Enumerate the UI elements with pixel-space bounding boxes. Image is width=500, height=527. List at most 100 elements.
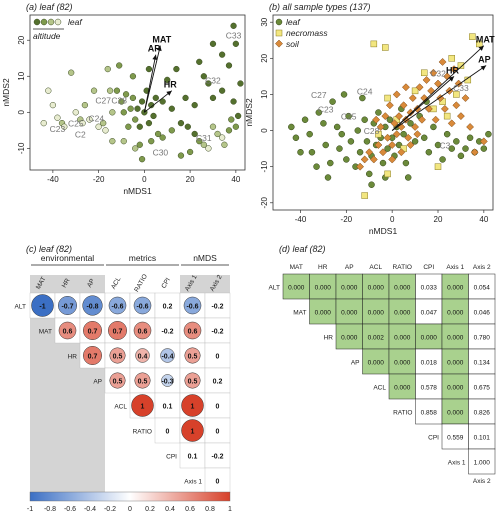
pvalue-cell — [441, 423, 469, 450]
soil-point — [411, 122, 420, 131]
panel-a-leaf-nmds: (a) leaf (82) -40 -20 0 20 40 -10 0 10 20 nMDS1 nMD… — [1, 2, 246, 196]
leaf-point — [109, 109, 116, 116]
site-label: C32 — [430, 68, 446, 78]
correlation-value: 0.7 — [113, 329, 123, 336]
leaf-point — [354, 127, 362, 134]
soil-point — [434, 79, 442, 88]
column-footer: Axis 2 — [473, 478, 491, 485]
legend-item-label: necromass — [286, 28, 328, 38]
vector-label: HR — [446, 65, 459, 75]
site-label: C23 — [50, 124, 66, 134]
soil-point — [392, 90, 401, 99]
colorbar-tick: 0.2 — [145, 506, 155, 513]
leaf-point — [288, 123, 295, 131]
leaf-point — [95, 123, 102, 130]
site-label: C27 — [311, 90, 327, 100]
panel-title: (d) leaf (82) — [279, 244, 326, 254]
pvalue-text: 0.780 — [474, 335, 491, 342]
group-header: metrics — [129, 253, 156, 263]
leaf-point — [407, 120, 414, 127]
leaf-point — [196, 138, 203, 145]
site-label: C24 — [357, 86, 373, 96]
vector-label: MAT — [476, 35, 495, 45]
leaf-point — [333, 123, 341, 131]
leaf-point — [106, 87, 114, 94]
pvalue-cell — [415, 323, 443, 350]
x-axis-label: nMDS1 — [123, 186, 152, 196]
legend-leaf-label: leaf — [68, 17, 83, 27]
leaf-point — [313, 163, 320, 170]
leaf-point — [324, 174, 332, 181]
soil-point — [397, 148, 406, 157]
leaf-point — [485, 130, 492, 138]
y-tick-label: 20 — [260, 53, 269, 62]
soil-point — [395, 112, 403, 121]
correlation-value: 1 — [141, 404, 145, 411]
x-tick-label: 20 — [186, 175, 195, 184]
leaf-point — [209, 94, 217, 102]
leaf-point — [68, 69, 75, 76]
correlation-circle — [184, 372, 201, 389]
pvalue-text: 0.000 — [288, 285, 305, 292]
plot-frame — [29, 14, 246, 171]
correlation-value: 0.6 — [188, 329, 198, 336]
pvalue-cell — [415, 373, 443, 400]
legend-item-label: leaf — [286, 17, 301, 27]
soil-point — [385, 101, 394, 110]
pvalue-text: 0.033 — [421, 285, 438, 292]
y-tick-label: -20 — [260, 196, 269, 208]
leaf-point — [209, 40, 217, 47]
correlation-circle — [133, 296, 152, 315]
leaf-point — [129, 94, 137, 102]
pvalue-text: 0.000 — [394, 360, 411, 367]
pvalue-text: 0.675 — [474, 385, 491, 392]
correlation-circle — [135, 348, 150, 363]
row-label: ACL — [373, 385, 386, 392]
correlation-value: -0.2 — [211, 329, 223, 336]
soil-point — [369, 155, 378, 164]
leaf-point — [191, 101, 198, 109]
leaf-point — [375, 109, 382, 116]
soil-point — [456, 112, 465, 121]
pvalue-cell — [415, 398, 443, 425]
correlation-circle — [58, 296, 77, 315]
soil-point — [427, 86, 436, 95]
correlation-circle — [181, 394, 204, 417]
legend-leaf-gradient-dot — [33, 18, 41, 26]
vector-label: AP — [148, 44, 161, 54]
correlation-value: 0.1 — [188, 454, 198, 461]
pvalue-cell — [468, 398, 496, 425]
leaf-point — [301, 116, 309, 123]
necromass-point — [370, 40, 378, 48]
pvalue-cell — [362, 298, 390, 325]
correlation-value: -1 — [39, 304, 45, 311]
leaf-point — [109, 138, 116, 145]
colorbar-tick: 0.6 — [185, 506, 195, 513]
necromass-point — [457, 62, 465, 69]
correlation-value: 0.5 — [138, 379, 148, 386]
panel-title: (a) leaf (82) — [26, 2, 73, 12]
leaf-point — [177, 152, 185, 159]
leaf-point — [120, 138, 127, 145]
row-label: MAT — [39, 329, 52, 336]
pvalue-cell — [468, 348, 496, 375]
leaf-point — [132, 145, 139, 152]
pvalue-cell — [362, 273, 390, 300]
leaf-point — [361, 116, 368, 123]
leaf-point — [136, 123, 143, 130]
leaf-point — [205, 80, 212, 87]
leaf-point — [359, 94, 366, 102]
panel-title: (b) all sample types (137) — [269, 2, 371, 12]
correlation-circle — [181, 419, 204, 442]
group-header: nMDS — [193, 253, 217, 263]
leaf-point — [368, 181, 375, 188]
leaf-point — [90, 87, 98, 94]
leaf-point — [40, 119, 47, 127]
row-label: AP — [93, 379, 102, 386]
leaf-point — [122, 91, 130, 98]
colorbar-tick: 0 — [128, 506, 132, 513]
leaf-point — [200, 73, 207, 80]
leaf-point — [152, 94, 159, 102]
correlation-circle — [83, 321, 102, 340]
